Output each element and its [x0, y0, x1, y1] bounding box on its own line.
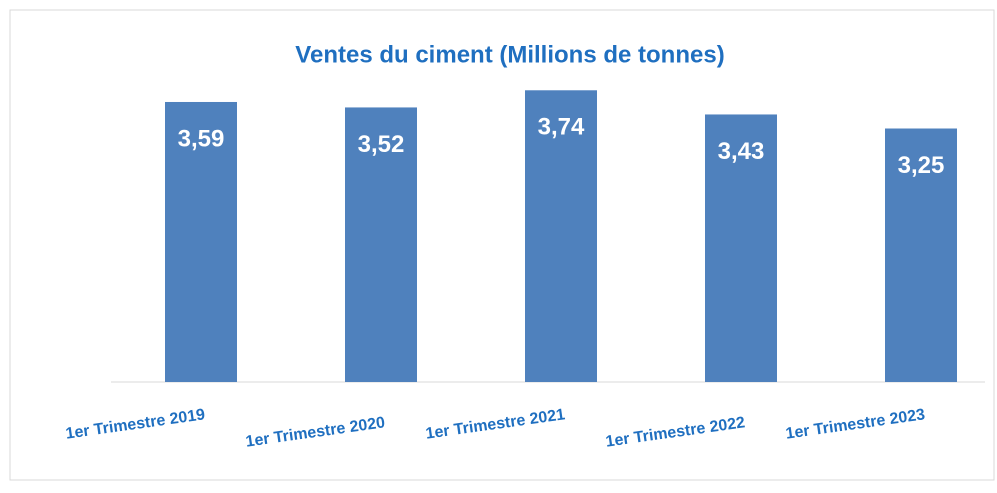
bar: [885, 128, 957, 382]
data-label: 3,25: [898, 152, 945, 179]
chart-title: Ventes du ciment (Millions de tonnes): [295, 41, 724, 68]
data-label: 3,74: [538, 114, 585, 141]
data-label: 3,43: [718, 138, 765, 165]
data-label: 3,59: [178, 125, 225, 152]
chart-border: [9, 9, 995, 481]
bar: [525, 90, 597, 382]
bar: [345, 107, 417, 382]
bar: [705, 114, 777, 383]
bar: [165, 101, 237, 382]
data-label: 3,52: [358, 131, 405, 158]
